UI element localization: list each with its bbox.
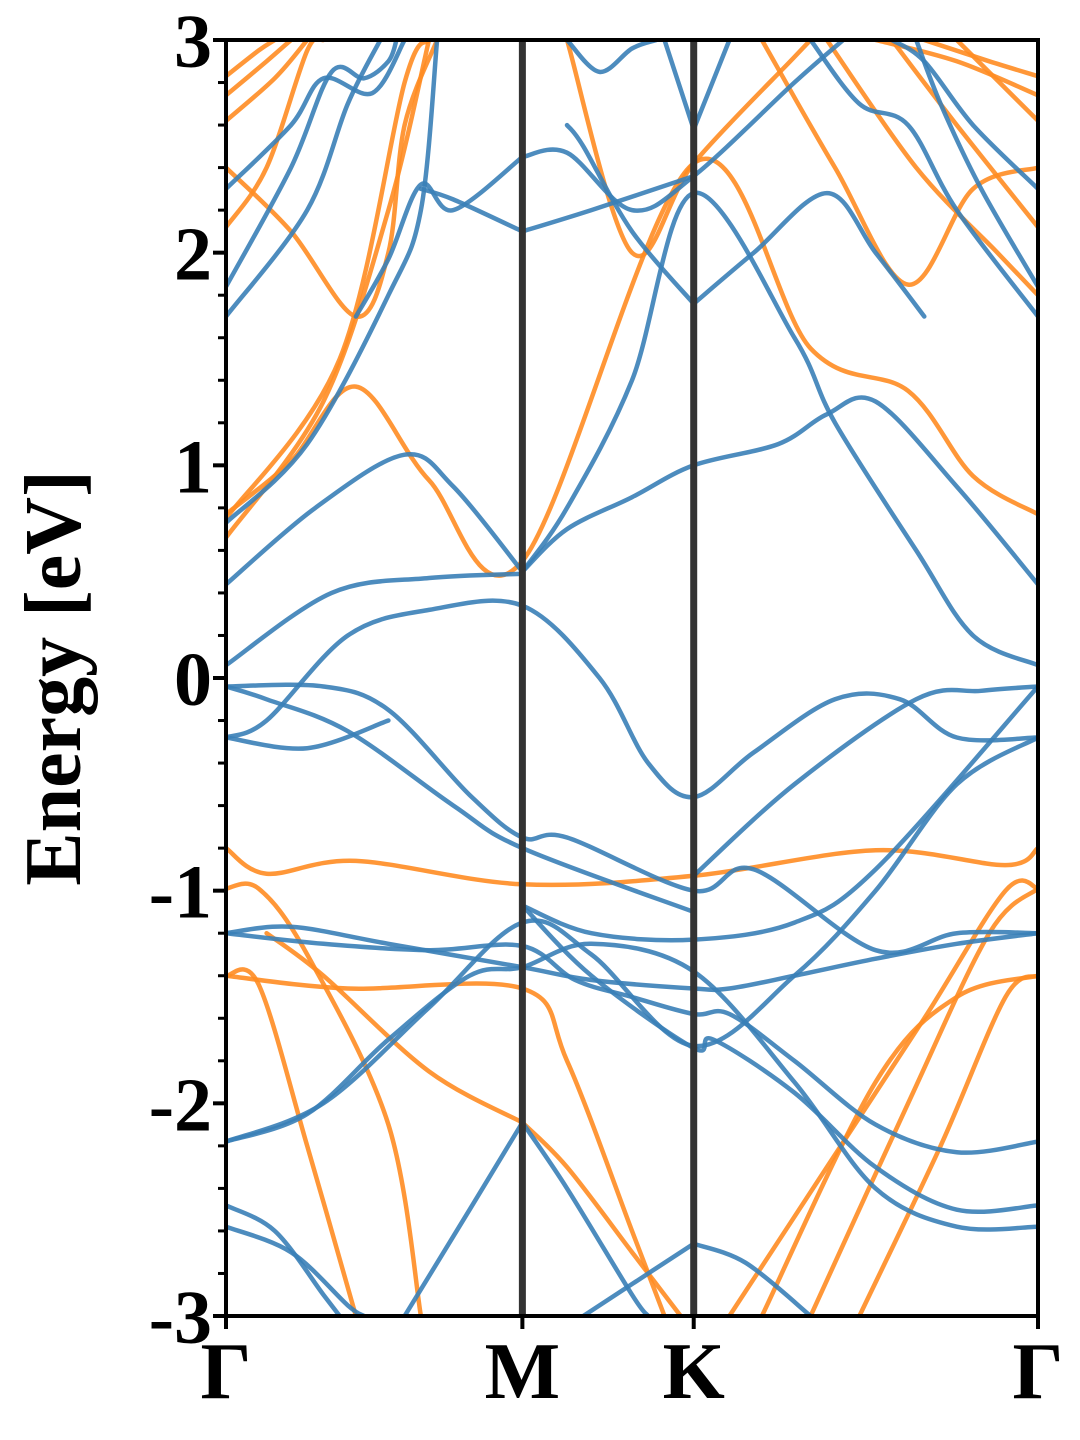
band-line-spin_b-20 [520,1120,683,1316]
band-line-spin_a-46 [520,903,1038,1214]
band-line-spin_a-51 [691,1241,813,1316]
band-line-spin_a-41 [226,930,1038,1155]
band-line-spin_a-31 [226,682,1038,956]
band-line-spin_a-43 [226,941,1038,1232]
band-line-spin_a-44 [226,735,1038,1144]
band-line-spin_a-52 [581,1241,696,1316]
kpoint-label-2: K [663,1328,725,1416]
band-line-spin_a-58 [691,190,927,319]
band-line-spin_b-11 [889,40,1038,230]
band-line-spin_a-61 [564,40,659,75]
band-line-spin_a-45 [520,684,1038,943]
band-line-spin_b-10 [824,40,1038,298]
band-line-spin_a-32 [226,684,696,915]
band-line-spin_a-26 [226,451,525,587]
band-lines [226,40,1038,1316]
band-line-spin_a-57 [564,122,696,306]
y-tick-label: 0 [174,638,212,722]
band-line-spin_a-35 [691,684,1038,879]
band-line-spin_a-37 [520,395,1038,587]
y-axis-ticks: 3 2 1 0 -1 -2 -3 [149,0,226,1360]
band-line-spin_a-47 [402,1120,525,1316]
band-line-spin_b-21 [759,973,1038,1316]
band-line-spin_a-33 [226,598,1038,800]
band-line-spin_a-59 [662,40,696,132]
band-line-spin_a-54 [353,154,525,319]
band-line-spin_a-48 [520,1120,651,1316]
band-line-spin_b-1 [226,40,432,540]
band-line-spin_a-56 [418,186,525,234]
kpoint-label-1: M [485,1328,561,1416]
band-line-spin_b-19 [264,930,525,1125]
band-line-spin_a-30 [226,40,407,192]
y-tick-label: -1 [149,851,212,935]
band-line-spin_a-60 [691,40,732,132]
band-line-spin_a-49 [226,1203,342,1316]
y-axis-label: Energy [eV] [10,470,98,885]
band-line-spin_a-42 [226,924,1038,993]
band-line-spin_a-36 [520,190,1038,668]
band-line-spin_a-53 [520,40,846,213]
band-line-spin_a-55 [520,173,696,234]
y-tick-label: 1 [174,425,212,509]
band-line-spin_b-6 [226,40,294,98]
y-tick-label: -3 [149,1276,212,1360]
y-tick-label: -2 [149,1063,212,1147]
band-line-spin_b-5 [226,40,310,124]
band-line-spin_a-29 [226,40,399,289]
band-line-spin_a-50 [226,1224,367,1316]
band-line-spin_b-17 [226,973,667,1316]
band-line-spin_a-34 [226,718,391,751]
band-line-spin_b-16 [226,881,424,1316]
band-line-spin_b-3 [226,40,326,230]
band-line-spin_b-0 [226,156,1038,578]
band-line-spin_b-18 [226,967,359,1316]
y-tick-label: 2 [174,213,212,297]
band-line-spin_a-28 [226,40,383,319]
band-line-spin_a-25 [226,571,525,668]
kpoint-lines [518,40,698,1316]
band-line-spin_a-40 [913,40,1038,289]
band-line-spin_b-2 [226,40,432,521]
band-line-spin_a-39 [889,40,1038,192]
band-line-spin_a-38 [808,40,1038,319]
band-line-spin_b-4 [226,40,440,319]
band-line-spin_b-24 [808,886,1038,1316]
band-line-spin_b-22 [727,878,1038,1316]
band-line-spin_b-23 [857,973,1038,1316]
y-tick-label: 3 [174,0,212,84]
band-line-spin_b-15 [226,845,1038,888]
kpoint-label-3: Γ [1013,1328,1064,1416]
kpoint-label-0: Γ [201,1328,252,1416]
band-line-spin_a-27 [226,40,440,526]
band-line-spin_b-14 [954,40,1038,124]
band-line-spin_b-12 [873,40,1038,98]
band-line-spin_b-13 [922,40,1038,79]
